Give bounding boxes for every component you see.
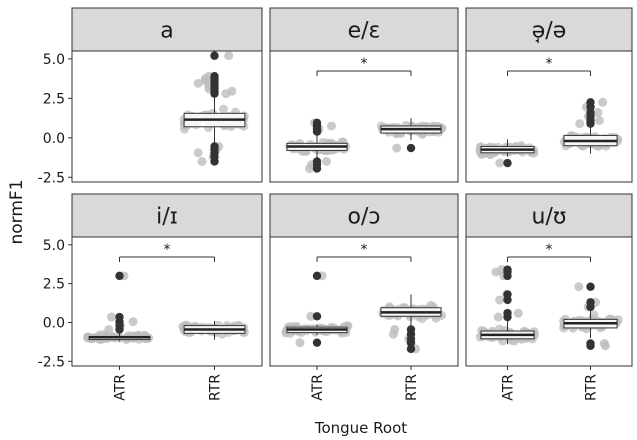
facet-panel bbox=[269, 50, 459, 183]
jitter-point bbox=[574, 282, 584, 292]
jitter-point bbox=[326, 121, 336, 131]
facet-strip bbox=[269, 193, 459, 238]
outlier-point bbox=[312, 164, 322, 173]
y-tick-label: -2.5 bbox=[38, 170, 65, 186]
outlier-point bbox=[312, 127, 322, 136]
outlier-point bbox=[210, 89, 219, 98]
y-tick-label: -2.5 bbox=[38, 354, 65, 370]
jitter-point bbox=[193, 148, 203, 158]
outlier-point bbox=[210, 157, 219, 166]
jitter-point bbox=[218, 104, 228, 114]
x-tick-label: RTR bbox=[404, 374, 420, 401]
jitter-point bbox=[128, 317, 138, 327]
x-tick-label: ATR bbox=[113, 374, 129, 401]
y-tick-label: 5.0 bbox=[43, 52, 65, 68]
facet-label: i/ɪ bbox=[156, 205, 178, 230]
significance-star: * bbox=[164, 242, 171, 258]
jitter-point bbox=[193, 78, 203, 88]
facet-panel bbox=[71, 236, 263, 367]
jitter-point bbox=[107, 312, 117, 322]
facet-strip bbox=[269, 7, 459, 52]
y-tick-label: 0.0 bbox=[43, 315, 65, 331]
x-tick-label: ATR bbox=[501, 374, 517, 401]
significance-star: * bbox=[361, 56, 368, 72]
jitter-point bbox=[513, 308, 523, 318]
jitter-point bbox=[594, 115, 604, 125]
outlier-point bbox=[503, 312, 512, 322]
jitter-point bbox=[306, 311, 316, 321]
significance-star: * bbox=[361, 242, 368, 258]
facet-strip bbox=[71, 193, 263, 238]
outlier-point bbox=[586, 119, 595, 128]
significance-star: * bbox=[546, 242, 553, 258]
outlier-point bbox=[406, 338, 416, 347]
jitter-point bbox=[491, 267, 501, 277]
facet-strip bbox=[465, 7, 633, 52]
x-axis-title: Tongue Root bbox=[314, 419, 407, 437]
jitter-point bbox=[392, 143, 402, 153]
outlier-point bbox=[586, 282, 595, 291]
facet-label: ə̘/ə bbox=[532, 19, 566, 44]
outlier-point bbox=[312, 271, 322, 281]
x-tick-label: RTR bbox=[208, 374, 224, 401]
jitter-point bbox=[388, 329, 398, 339]
jitter-point bbox=[322, 156, 332, 166]
outlier-point bbox=[503, 158, 512, 168]
jitter-point bbox=[593, 108, 603, 118]
jitter-point bbox=[598, 97, 608, 107]
outlier-point bbox=[406, 143, 416, 153]
facet-label: o/ɔ bbox=[348, 205, 381, 230]
y-tick-label: 0.0 bbox=[43, 131, 65, 147]
y-tick-label: 5.0 bbox=[43, 238, 65, 254]
jitter-point bbox=[305, 164, 315, 174]
outlier-point bbox=[115, 325, 124, 334]
jitter-point bbox=[493, 312, 503, 322]
outlier-point bbox=[503, 295, 512, 305]
facet-strip bbox=[71, 7, 263, 52]
jitter-point bbox=[575, 119, 585, 129]
jitter-point bbox=[495, 158, 505, 168]
outlier-point bbox=[586, 302, 595, 312]
jitter-point bbox=[104, 324, 114, 334]
outlier-point bbox=[312, 338, 322, 347]
facet-label: a bbox=[160, 19, 173, 44]
outlier-point bbox=[503, 271, 512, 281]
outlier-point bbox=[312, 312, 322, 321]
x-tick-label: RTR bbox=[584, 374, 600, 401]
jitter-point bbox=[197, 156, 207, 166]
facet-label: u/ʊ bbox=[532, 205, 567, 230]
jitter-point bbox=[224, 51, 234, 61]
facet-panel bbox=[465, 50, 633, 183]
y-tick-label: 2.5 bbox=[43, 277, 65, 293]
outlier-point bbox=[586, 341, 595, 350]
y-axis-title: normF1 bbox=[7, 179, 27, 244]
significance-star: * bbox=[546, 56, 553, 72]
outlier-point bbox=[210, 51, 219, 60]
jitter-point bbox=[221, 89, 231, 99]
jitter-point bbox=[295, 338, 305, 348]
facet-label: e/ɛ bbox=[348, 19, 381, 44]
jitter-point bbox=[600, 341, 610, 351]
x-tick-label: ATR bbox=[310, 374, 326, 401]
jitter-point bbox=[495, 295, 505, 305]
outlier-point bbox=[406, 344, 416, 354]
outlier-point bbox=[115, 271, 124, 281]
y-tick-label: 2.5 bbox=[43, 91, 65, 107]
